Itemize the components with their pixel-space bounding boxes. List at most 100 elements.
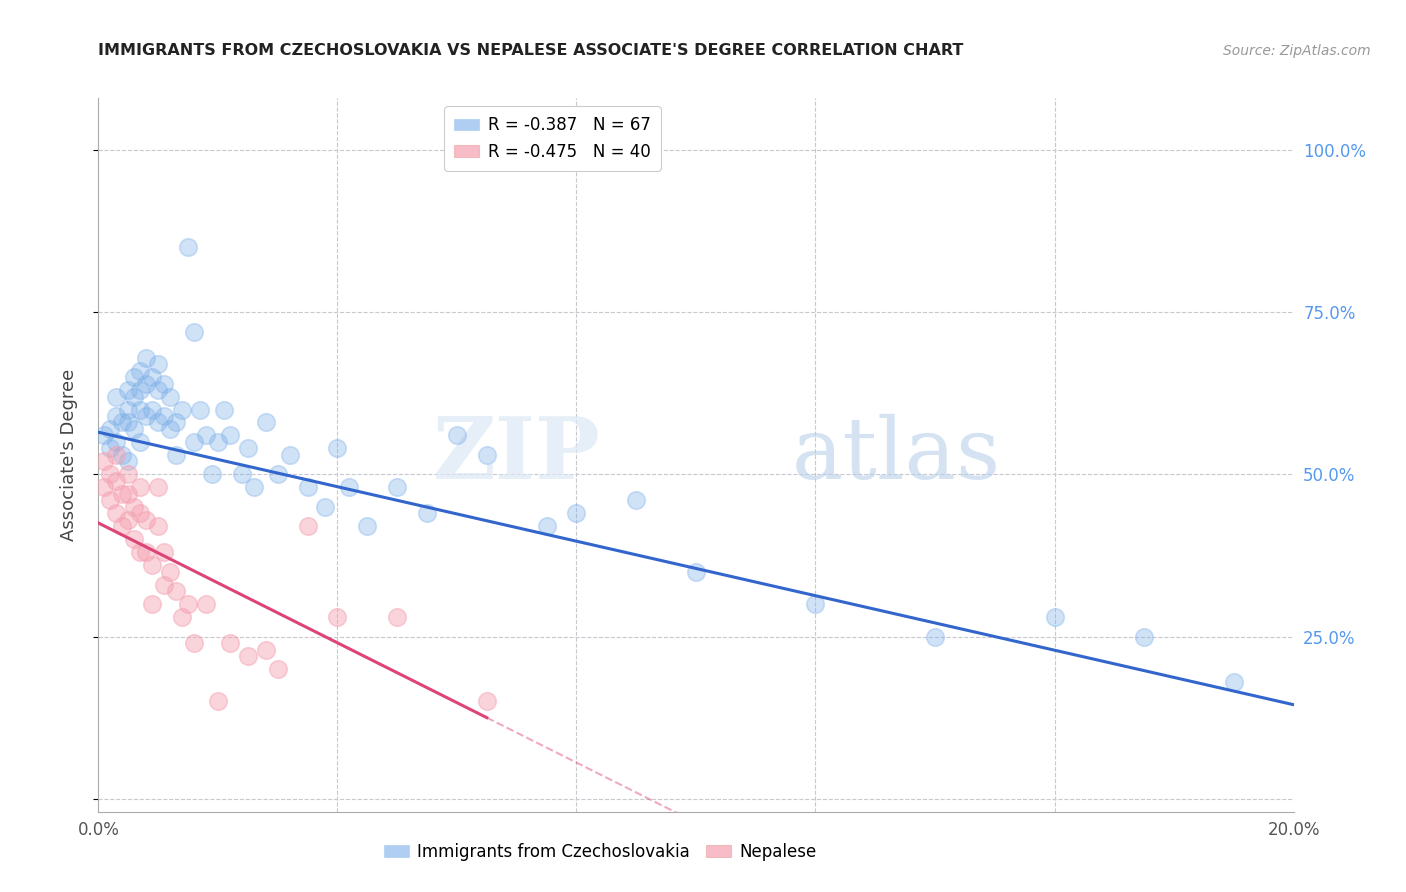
Point [117,416,139,430]
Point [804,597,827,611]
Point [475,448,498,462]
Point [105,409,128,423]
Point [117,402,139,417]
Point [129,383,152,397]
Point [135,376,157,391]
Point [135,513,157,527]
Point [201,467,224,482]
Point [111,416,134,430]
Point [195,428,218,442]
Point [385,480,409,494]
Point [93,480,115,494]
Point [117,454,139,468]
Text: ZIP: ZIP [433,413,600,497]
Point [195,597,218,611]
Point [297,480,319,494]
Point [165,448,187,462]
Point [129,363,152,377]
Point [117,513,139,527]
Point [153,545,176,559]
Point [243,480,266,494]
Point [236,648,259,663]
Point [129,434,152,449]
Point [416,506,439,520]
Point [536,519,558,533]
Point [124,422,146,436]
Point [183,325,205,339]
Point [117,467,139,482]
Point [93,454,115,468]
Point [153,409,176,423]
Point [124,390,146,404]
Point [111,487,134,501]
Point [105,390,128,404]
Point [177,240,200,254]
Point [297,519,319,533]
Point [475,694,498,708]
Point [159,422,181,436]
Point [93,428,115,442]
Point [105,474,128,488]
Point [148,416,170,430]
Point [135,545,157,559]
Point [165,416,187,430]
Text: IMMIGRANTS FROM CZECHOSLOVAKIA VS NEPALESE ASSOCIATE'S DEGREE CORRELATION CHART: IMMIGRANTS FROM CZECHOSLOVAKIA VS NEPALE… [98,43,963,58]
Point [183,636,205,650]
Point [153,577,176,591]
Y-axis label: Associate's Degree: Associate's Degree [59,368,77,541]
Point [177,597,200,611]
Point [105,448,128,462]
Point [1043,610,1066,624]
Point [159,565,181,579]
Point [141,558,163,573]
Point [111,519,134,533]
Point [135,409,157,423]
Point [172,402,194,417]
Point [207,434,229,449]
Point [129,506,152,520]
Point [254,416,277,430]
Point [172,610,194,624]
Point [135,351,157,365]
Point [219,636,242,650]
Point [924,630,946,644]
Point [117,383,139,397]
Point [129,402,152,417]
Point [124,500,146,514]
Point [117,487,139,501]
Point [129,480,152,494]
Point [105,434,128,449]
Point [111,448,134,462]
Point [236,442,259,456]
Point [183,434,205,449]
Point [267,662,290,676]
Point [231,467,253,482]
Point [165,584,187,599]
Point [129,545,152,559]
Point [326,610,349,624]
Point [685,565,707,579]
Text: Source: ZipAtlas.com: Source: ZipAtlas.com [1223,44,1371,58]
Point [207,694,229,708]
Point [100,422,122,436]
Point [124,533,146,547]
Legend: Immigrants from Czechoslovakia, Nepalese: Immigrants from Czechoslovakia, Nepalese [377,837,824,868]
Point [141,370,163,384]
Point [267,467,290,482]
Point [219,428,242,442]
Point [212,402,235,417]
Point [100,493,122,508]
Point [100,442,122,456]
Point [565,506,588,520]
Point [141,402,163,417]
Point [124,370,146,384]
Point [148,357,170,371]
Point [105,506,128,520]
Point [446,428,468,442]
Point [626,493,648,508]
Point [254,642,277,657]
Point [159,390,181,404]
Point [1133,630,1156,644]
Point [141,597,163,611]
Point [315,500,337,514]
